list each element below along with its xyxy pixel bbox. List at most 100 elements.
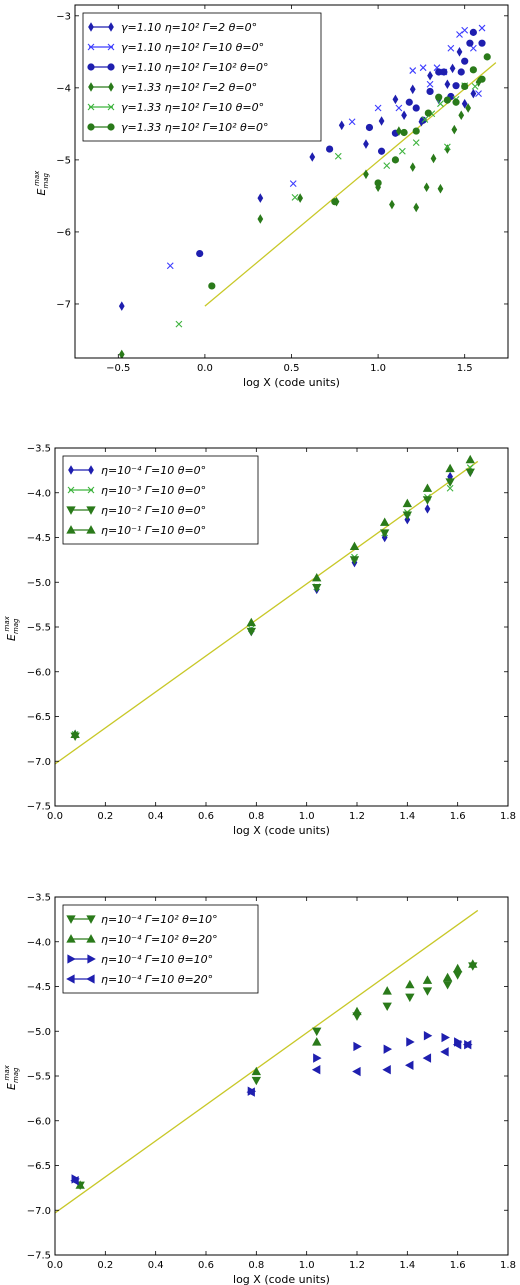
data-point-s4-p4 bbox=[349, 541, 360, 551]
data-point-s4-p5 bbox=[382, 1065, 391, 1075]
data-point-s4-p13 bbox=[437, 183, 444, 194]
data-point-s6-p11 bbox=[461, 82, 469, 91]
data-point-s3-p8 bbox=[441, 1032, 450, 1043]
data-point-s3-p14 bbox=[457, 68, 465, 76]
data-point-s2-p10 bbox=[468, 959, 478, 968]
data-point-s6-p4 bbox=[391, 156, 400, 164]
data-point-s2-p5 bbox=[382, 986, 392, 995]
legend-label: γ=1.33 η=10² Γ=10² θ=0° bbox=[121, 121, 269, 134]
legend-label: γ=1.33 η=10² Γ=10 θ=0° bbox=[121, 101, 264, 114]
legend-marker bbox=[87, 486, 95, 494]
data-point-s4-p11 bbox=[423, 182, 430, 193]
legend-label: η=10⁻⁴ Γ=10² θ=20° bbox=[101, 933, 218, 946]
data-point-s3-p9 bbox=[465, 468, 475, 477]
data-point-s4-p3 bbox=[312, 572, 322, 582]
data-point-s4-p9 bbox=[465, 454, 475, 464]
data-point-s3-p16 bbox=[466, 39, 474, 47]
legend-marker bbox=[87, 63, 95, 71]
legend-marker bbox=[66, 934, 76, 943]
data-point-s4-p10 bbox=[462, 1039, 472, 1050]
data-point-s1-p2 bbox=[251, 1076, 262, 1086]
data-point-s4-p8 bbox=[440, 1047, 449, 1057]
data-point-s1-p3 bbox=[312, 1027, 322, 1037]
x-tick-label: 0.6 bbox=[198, 1260, 214, 1271]
legend-marker bbox=[86, 974, 95, 984]
y-tick-label: −4.0 bbox=[27, 937, 51, 948]
data-point-s2-p5 bbox=[395, 104, 403, 112]
legend-marker bbox=[107, 63, 115, 71]
x-tick-label: 0.0 bbox=[47, 1260, 63, 1271]
data-point-s1-p3 bbox=[309, 152, 316, 162]
data-point-s1-p8 bbox=[442, 981, 453, 990]
markers bbox=[70, 454, 475, 742]
legend-marker bbox=[66, 525, 76, 534]
data-point-s1-p5 bbox=[363, 139, 369, 149]
y-tick-label: −6.5 bbox=[27, 712, 51, 723]
x-tick-label: 1.2 bbox=[349, 811, 365, 822]
data-point-s4-p3 bbox=[311, 1065, 321, 1075]
legend-marker bbox=[88, 465, 94, 475]
y-tick-label: −7 bbox=[56, 299, 71, 310]
y-axis-label: Emagmax bbox=[3, 615, 20, 641]
legend: η=10⁻⁴ Γ=10 θ=0° η=10⁻³ Γ=10 θ=0° η=10⁻² Γ… bbox=[62, 455, 259, 545]
data-point-s3-p11 bbox=[440, 68, 448, 76]
data-point-s3-p15 bbox=[461, 57, 469, 65]
data-point-s2-p6 bbox=[409, 67, 417, 74]
data-point-s4-p3 bbox=[297, 193, 304, 203]
y-tick-label: −5.0 bbox=[27, 1027, 51, 1038]
x-tick-label: 0.2 bbox=[97, 1260, 113, 1271]
data-point-s4-p16 bbox=[458, 110, 465, 120]
legend-label: γ=1.10 η=10² Γ=10² θ=0° bbox=[121, 61, 269, 74]
data-point-s5-p13 bbox=[471, 83, 479, 90]
legend-label: η=10⁻⁴ Γ=10 θ=20° bbox=[101, 973, 213, 986]
legend-label: η=10⁻⁴ Γ=10² θ=10° bbox=[101, 913, 218, 926]
y-tick-label: −4.0 bbox=[27, 488, 51, 499]
x-tick-label: 1.0 bbox=[299, 811, 315, 822]
data-point-s1-p16 bbox=[461, 98, 468, 109]
data-point-s4-p4 bbox=[352, 1066, 361, 1077]
x-tick-label: 1.2 bbox=[349, 1260, 365, 1271]
data-point-s5-p7 bbox=[421, 116, 429, 123]
legend-marker bbox=[86, 915, 96, 924]
legend-marker bbox=[107, 123, 115, 131]
data-point-s3-p3 bbox=[365, 123, 374, 132]
legend-marker bbox=[108, 82, 114, 92]
legend-marker bbox=[87, 103, 95, 111]
data-point-s5-p10 bbox=[443, 143, 451, 151]
legend-label: η=10⁻⁴ Γ=10 θ=10° bbox=[101, 953, 213, 966]
legend-label: γ=1.10 η=10² Γ=2 θ=0° bbox=[121, 21, 257, 34]
x-tick-label: 0.8 bbox=[248, 811, 264, 822]
markers bbox=[118, 24, 491, 358]
y-tick-label: −7.0 bbox=[27, 757, 51, 768]
y-tick-label: −4.5 bbox=[27, 982, 51, 993]
data-point-s2-p4 bbox=[374, 104, 382, 112]
y-tick-label: −7.0 bbox=[27, 1206, 51, 1217]
legend-marker bbox=[88, 82, 94, 92]
data-point-s2-p1 bbox=[166, 262, 174, 270]
data-point-s4-p2 bbox=[257, 214, 264, 224]
legend-marker bbox=[66, 506, 76, 515]
data-point-s4-p17 bbox=[465, 103, 472, 113]
data-point-s1-p6 bbox=[405, 993, 415, 1003]
data-point-s4-p8 bbox=[445, 463, 455, 473]
data-point-s4-p8 bbox=[396, 126, 402, 136]
data-point-s5-p6 bbox=[412, 139, 420, 146]
legend-marker bbox=[87, 43, 95, 51]
data-point-s3-p6 bbox=[405, 98, 413, 106]
data-point-s2-p7 bbox=[419, 64, 427, 72]
legend-marker bbox=[87, 123, 95, 131]
x-tick-label: 0.4 bbox=[148, 811, 164, 822]
legend-marker bbox=[107, 43, 115, 51]
legend-box bbox=[82, 12, 322, 142]
data-point-s4-p5 bbox=[380, 517, 390, 526]
data-point-s3-p2 bbox=[246, 627, 256, 637]
x-tick-label: 1.8 bbox=[500, 811, 516, 822]
x-tick-label: 1.8 bbox=[500, 1260, 516, 1271]
data-point-s4-p15 bbox=[451, 124, 458, 135]
data-point-s2-p11 bbox=[447, 44, 455, 52]
y-axis-label: Emagmax bbox=[33, 170, 50, 196]
data-point-s2-p2 bbox=[289, 180, 297, 188]
chart-panel-2: 0.0 0.2 0.4 0.6 0.8 1.0 1.2 1.4 1.6 1.8 −7.5 −7.0 −6… bbox=[3, 444, 516, 838]
legend-marker bbox=[86, 506, 96, 515]
data-point-s3-p5 bbox=[383, 1044, 393, 1054]
